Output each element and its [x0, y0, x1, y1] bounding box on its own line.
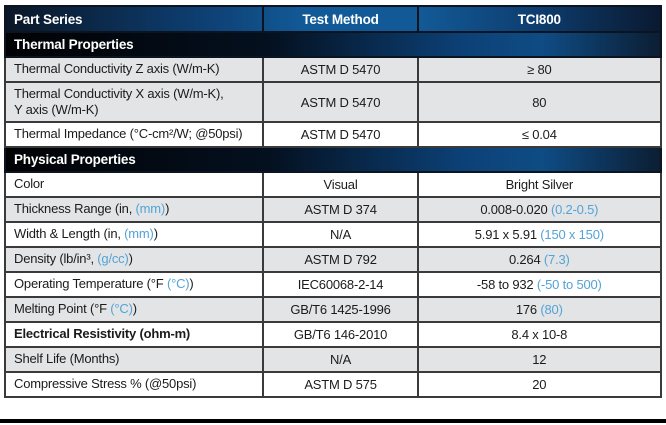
value-cell: 20: [416, 371, 663, 398]
section-header-row: Physical Properties: [4, 146, 662, 173]
property-cell: Density (lb/in³, (g/cc)): [3, 246, 265, 273]
value-cell: Bright Silver: [416, 171, 663, 198]
value-cell: 12: [416, 346, 663, 373]
property-cell: Melting Point (°F (°C)): [3, 296, 265, 323]
test-method-cell: ASTM D 5470: [262, 121, 419, 148]
text-segment: Width & Length (in,: [14, 226, 125, 242]
text-segment: -58 to 932: [476, 277, 537, 292]
text-segment: Thickness Range (in,: [14, 201, 136, 217]
value-cell: 8.4 x 10-8: [416, 321, 663, 348]
value-cell: 0.008-0.020 (0.2-0.5): [416, 196, 663, 223]
property-cell: Electrical Resistivity (ohm-m): [3, 321, 265, 348]
table-header-row: Part Series Test Method TCI800: [3, 5, 663, 33]
value-cell: -58 to 932 (-50 to 500): [416, 271, 663, 298]
table-row: Melting Point (°F (°C)) GB/T6 1425-1996 17…: [3, 296, 663, 323]
value-cell: ≥ 80: [416, 56, 663, 83]
text-segment: Operating Temperature (°F: [14, 276, 167, 292]
text-segment: Bright Silver: [505, 177, 574, 192]
table-row: Thermal Conductivity X axis (W/m-K), Y a…: [3, 81, 663, 123]
spec-table-body: Thermal Properties Thermal Conductivity Z…: [3, 31, 663, 398]
text-segment: Thermal Conductivity Z axis (W/m-K): [14, 61, 220, 77]
text-segment: Density (lb/in³,: [14, 251, 98, 267]
table-row: Width & Length (in, (mm)) N/A 5.91 x 5.91 …: [3, 221, 663, 248]
properties-table: Part Series Test Method TCI800 Thermal P…: [3, 5, 663, 398]
test-method-cell: IEC60068-2-14: [262, 271, 419, 298]
table-row: Thermal Impedance (°C-cm²/W; @50psi) ASTM…: [3, 121, 663, 148]
text-segment: ≥ 80: [527, 62, 552, 77]
value-cell: 80: [416, 81, 663, 123]
property-cell: Color: [3, 171, 265, 198]
metric-alt-unit: (150 x 150): [540, 227, 604, 242]
column-header-part-series: Part Series: [3, 5, 265, 33]
test-method-cell: GB/T6 1425-1996: [262, 296, 419, 323]
section-title: Physical Properties: [4, 146, 662, 173]
test-method-cell: ASTM D 575: [262, 371, 419, 398]
metric-alt-unit: (80): [540, 302, 563, 317]
text-segment: Shelf Life (Months): [14, 351, 120, 367]
column-header-test-method: Test Method: [262, 5, 419, 33]
property-cell: Operating Temperature (°F (°C)): [3, 271, 265, 298]
metric-alt-unit: (mm): [124, 226, 154, 242]
metric-alt-unit: (7.3): [543, 252, 570, 267]
value-cell: 176 (80): [416, 296, 663, 323]
text-segment: 20: [532, 377, 547, 392]
text-segment: ): [189, 276, 194, 292]
metric-alt-unit: (°C): [166, 276, 190, 292]
test-method-cell: ASTM D 792: [262, 246, 419, 273]
table-row: Electrical Resistivity (ohm-m) GB/T6 146-…: [3, 321, 663, 348]
value-cell: 0.264 (7.3): [416, 246, 663, 273]
metric-alt-unit: (mm): [135, 201, 166, 217]
text-segment: 0.264: [508, 252, 544, 267]
value-cell: 5.91 x 5.91 (150 x 150): [416, 221, 663, 248]
property-cell: Thermal Conductivity X axis (W/m-K), Y a…: [3, 81, 265, 123]
property-cell: Shelf Life (Months): [3, 346, 265, 373]
test-method-cell: N/A: [262, 346, 419, 373]
section-title: Thermal Properties: [4, 31, 662, 58]
metric-alt-unit: (g/cc): [97, 251, 129, 267]
text-segment: Thermal Conductivity X axis (W/m-K), Y a…: [14, 85, 224, 117]
metric-alt-unit: (0.2-0.5): [550, 202, 599, 217]
value-cell: ≤ 0.04: [416, 121, 663, 148]
table-row: Operating Temperature (°F (°C)) IEC60068-…: [3, 271, 663, 298]
text-segment: 5.91 x 5.91: [474, 227, 541, 242]
text-segment: 80: [532, 94, 547, 110]
text-segment: 8.4 x 10-8: [511, 327, 568, 342]
text-segment: ): [153, 226, 158, 242]
test-method-cell: N/A: [262, 221, 419, 248]
test-method-cell: ASTM D 5470: [262, 81, 419, 123]
property-cell: Thermal Conductivity Z axis (W/m-K): [3, 56, 265, 83]
text-segment: ): [165, 201, 170, 217]
text-segment: 176: [515, 302, 541, 317]
bottom-divider: [0, 419, 666, 423]
test-method-cell: GB/T6 146-2010: [262, 321, 419, 348]
column-header-tci800: TCI800: [416, 5, 663, 33]
text-segment: ): [132, 301, 137, 317]
property-cell: Thickness Range (in, (mm)): [3, 196, 265, 223]
text-segment: Compressive Stress % (@50psi): [14, 376, 197, 392]
text-segment: Thermal Impedance (°C-cm²/W; @50psi): [14, 126, 243, 142]
text-segment: 0.008-0.020: [480, 202, 551, 217]
property-cell: Compressive Stress % (@50psi): [3, 371, 265, 398]
table-row: Thermal Conductivity Z axis (W/m-K) ASTM …: [3, 56, 663, 83]
test-method-cell: Visual: [262, 171, 419, 198]
metric-alt-unit: (-50 to 500): [536, 277, 602, 292]
property-cell: Thermal Impedance (°C-cm²/W; @50psi): [3, 121, 265, 148]
table-row: Color Visual Bright Silver: [3, 171, 663, 198]
section-header-row: Thermal Properties: [4, 31, 662, 58]
text-segment: Electrical Resistivity (ohm-m): [14, 326, 191, 342]
table-row: Density (lb/in³, (g/cc)) ASTM D 792 0.264 …: [3, 246, 663, 273]
table-row: Thickness Range (in, (mm)) ASTM D 374 0.00…: [3, 196, 663, 223]
text-segment: Color: [14, 176, 45, 192]
metric-alt-unit: (°C): [110, 301, 133, 317]
table-row: Compressive Stress % (@50psi) ASTM D 575 2…: [3, 371, 663, 398]
text-segment: ≤ 0.04: [521, 127, 557, 142]
text-segment: Melting Point (°F: [14, 301, 111, 317]
test-method-cell: ASTM D 5470: [262, 56, 419, 83]
text-segment: 12: [532, 352, 547, 367]
test-method-cell: ASTM D 374: [262, 196, 419, 223]
property-cell: Width & Length (in, (mm)): [3, 221, 265, 248]
table-row: Shelf Life (Months) N/A 12: [3, 346, 663, 373]
text-segment: ): [128, 251, 133, 267]
